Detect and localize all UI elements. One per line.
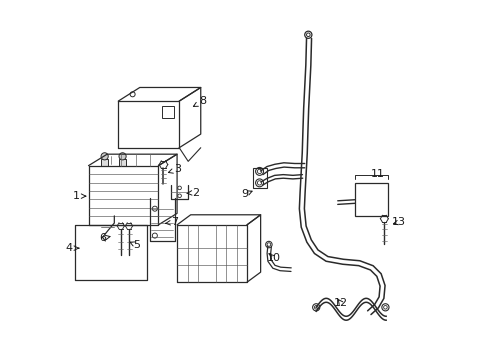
Text: 11: 11 [370,169,384,179]
Bar [119,159,126,166]
Text: 6: 6 [99,233,110,243]
Bar [162,107,174,118]
Text: 5: 5 [130,240,140,250]
Text: 4: 4 [66,243,79,253]
Text: 1: 1 [72,191,85,201]
Circle shape [101,153,108,160]
Text: 2: 2 [186,188,199,198]
Bar [101,159,108,166]
Bar [253,168,266,188]
Text: 13: 13 [391,217,405,227]
Circle shape [119,153,126,160]
Text: 3: 3 [168,164,181,174]
Text: 8: 8 [193,96,206,107]
Text: 10: 10 [266,253,280,263]
Text: 9: 9 [241,189,252,199]
Text: 7: 7 [165,217,178,227]
Bar [354,183,387,216]
Text: 12: 12 [333,298,347,308]
